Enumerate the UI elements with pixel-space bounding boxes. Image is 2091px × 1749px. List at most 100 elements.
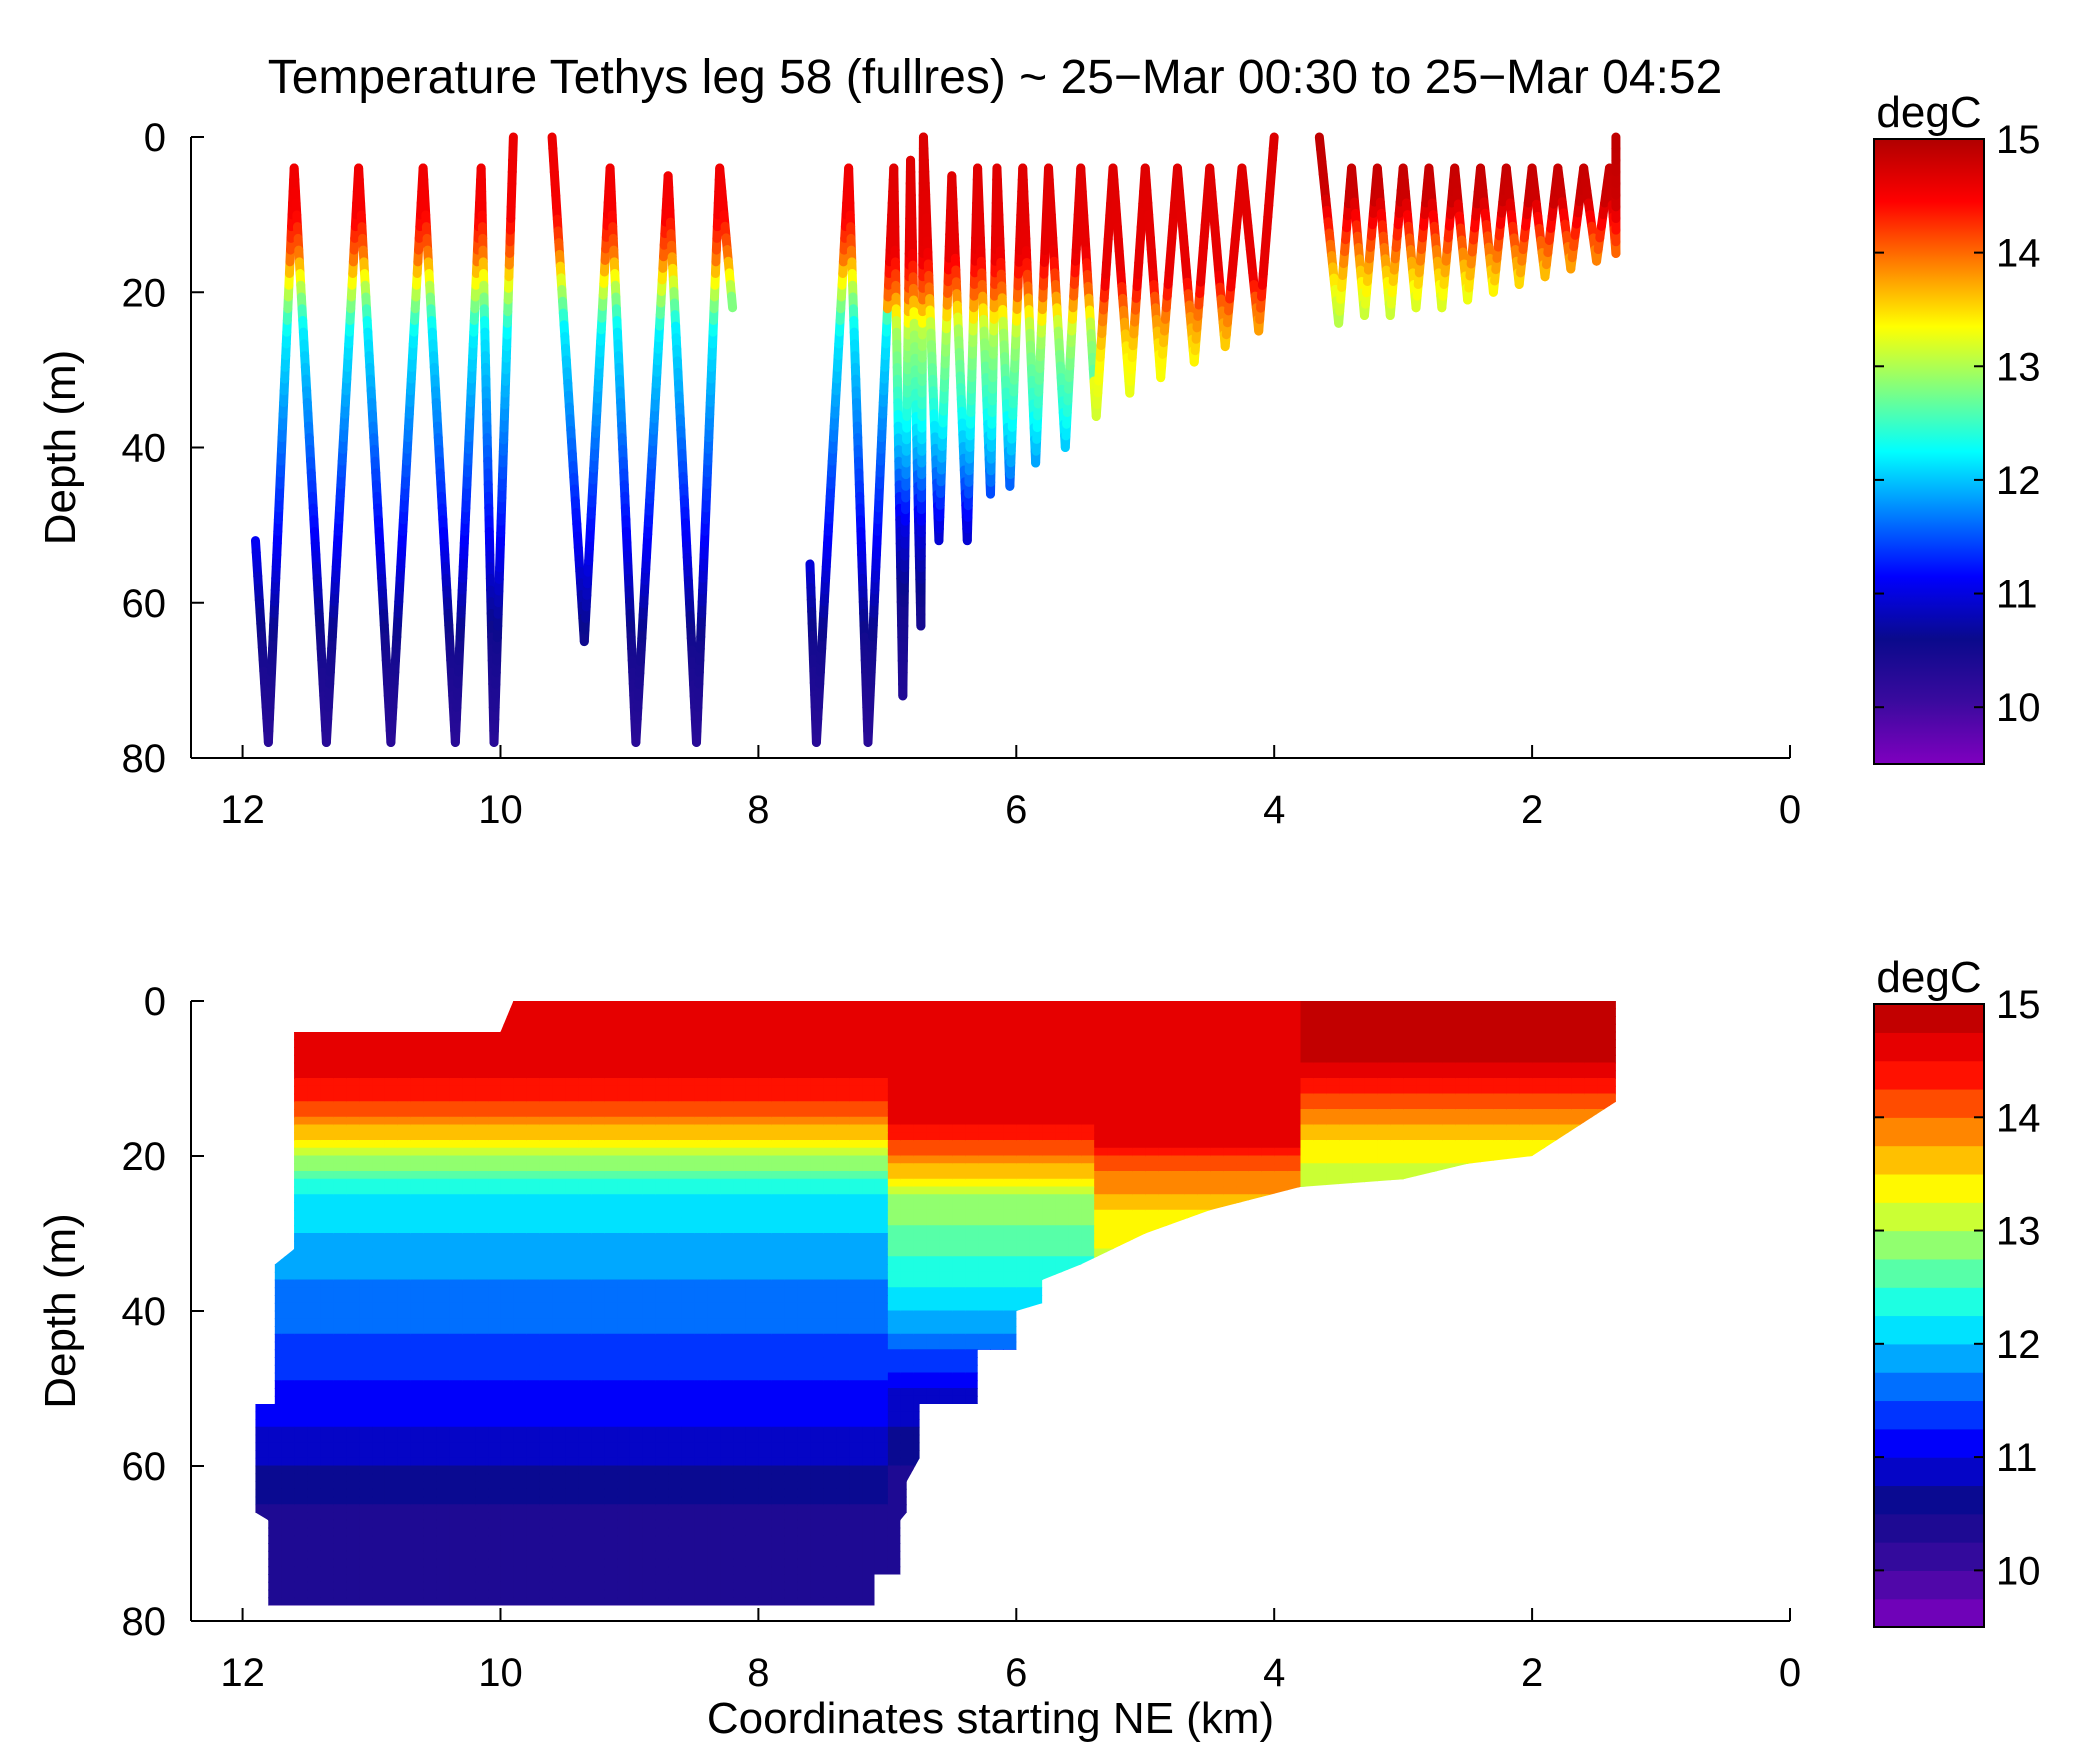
contour-cell bbox=[1338, 1124, 1353, 1134]
contour-cell bbox=[1363, 1209, 1378, 1219]
contour-cell bbox=[1596, 1589, 1610, 1599]
contour-cell bbox=[1428, 1039, 1443, 1048]
contour-cell bbox=[1505, 1310, 1520, 1320]
contour-cell bbox=[1661, 1373, 1675, 1382]
contour-cell bbox=[1622, 1024, 1636, 1033]
contour-cell bbox=[1725, 1373, 1739, 1382]
contour-cell bbox=[1467, 1411, 1482, 1420]
contour-cell bbox=[1583, 1054, 1598, 1064]
contour-cell bbox=[1661, 1132, 1675, 1141]
contour-cell bbox=[1531, 1116, 1546, 1126]
contour-cell bbox=[1686, 1357, 1700, 1366]
contour-cell bbox=[1661, 1256, 1675, 1265]
contour-cell bbox=[1505, 1465, 1520, 1475]
contour-cell bbox=[1505, 1605, 1520, 1606]
contour-cell bbox=[1389, 1597, 1404, 1606]
contour-cell bbox=[1402, 1543, 1417, 1552]
contour-cell bbox=[1777, 1024, 1791, 1033]
contour-cell bbox=[1686, 1039, 1700, 1048]
contour-cell bbox=[1570, 1535, 1585, 1544]
contour-cell bbox=[1402, 1202, 1417, 1211]
contour-cell bbox=[1777, 1086, 1791, 1095]
contour-cell bbox=[1454, 1186, 1469, 1196]
contour-cell bbox=[1751, 1047, 1765, 1056]
contour-cell bbox=[1467, 1225, 1482, 1234]
contour-cell bbox=[1635, 1233, 1649, 1242]
contour-cell bbox=[1454, 1473, 1469, 1482]
contour-cell bbox=[1699, 1163, 1713, 1172]
contour-cell bbox=[1505, 1318, 1520, 1327]
contour-cell bbox=[1480, 1403, 1494, 1413]
contour-cell bbox=[1699, 1264, 1713, 1273]
contour-cell bbox=[1480, 1171, 1494, 1180]
contour-cell bbox=[1492, 1388, 1507, 1397]
contour-cell bbox=[1686, 1202, 1700, 1211]
contour-cell bbox=[1441, 1271, 1456, 1281]
contour-cell bbox=[1312, 1194, 1327, 1203]
contour-cell bbox=[1531, 1419, 1546, 1428]
contour-cell bbox=[1363, 1488, 1378, 1498]
contour-cell bbox=[1325, 1140, 1340, 1149]
contour-cell bbox=[1518, 1264, 1533, 1273]
contour-cell bbox=[1467, 1062, 1482, 1072]
contour-cell bbox=[1480, 1535, 1494, 1544]
contour-cell bbox=[1454, 1202, 1469, 1211]
contour-cell bbox=[1596, 1186, 1610, 1196]
contour-cell bbox=[1648, 1225, 1662, 1234]
contour-cell bbox=[1454, 1380, 1469, 1389]
contour-cell bbox=[1764, 1241, 1778, 1250]
contour-cell bbox=[1312, 1008, 1327, 1017]
contour-cell bbox=[1441, 1202, 1456, 1211]
contour-cell bbox=[1492, 1178, 1507, 1188]
contour-cell bbox=[1764, 1373, 1778, 1382]
contour-cell bbox=[1608, 1155, 1616, 1165]
contour-cell bbox=[1751, 1357, 1765, 1366]
contour-cell bbox=[1299, 1465, 1314, 1475]
contour-cell bbox=[1777, 1163, 1791, 1172]
contour-cell bbox=[1441, 1566, 1456, 1575]
contour-cell bbox=[1376, 1070, 1391, 1079]
contour-cell bbox=[1544, 1070, 1559, 1079]
contour-cell bbox=[1363, 1372, 1378, 1382]
contour-cell bbox=[1518, 1287, 1533, 1296]
contour-cell bbox=[1428, 1527, 1443, 1537]
contour-cell bbox=[1441, 1442, 1456, 1451]
contour-cell bbox=[1544, 1442, 1559, 1451]
contour-cell bbox=[1661, 1605, 1675, 1614]
contour-cell bbox=[1725, 1303, 1739, 1312]
contour-cell bbox=[1518, 1240, 1533, 1250]
contour-cell bbox=[1376, 1574, 1391, 1583]
contour-cell bbox=[1325, 1225, 1340, 1234]
contour-cell bbox=[1518, 1419, 1533, 1428]
contour-cell bbox=[1673, 1528, 1687, 1537]
contour-cell bbox=[1725, 1008, 1739, 1017]
contour-cell bbox=[1777, 1597, 1791, 1606]
contour-cell bbox=[1712, 1365, 1726, 1374]
contour-cell bbox=[1738, 1287, 1752, 1296]
contour-cell bbox=[1480, 1457, 1494, 1467]
contour-cell bbox=[1648, 1373, 1662, 1382]
contour-cell bbox=[1764, 1342, 1778, 1351]
contour-cell bbox=[1544, 1001, 1559, 1010]
contour-cell bbox=[1583, 1155, 1598, 1165]
contour-cell bbox=[1312, 1217, 1327, 1227]
contour-cell bbox=[1312, 1426, 1327, 1436]
contour-cell bbox=[1725, 1435, 1739, 1444]
contour-cell bbox=[1622, 1163, 1636, 1172]
contour-cell bbox=[1415, 1101, 1430, 1110]
contour-cell bbox=[1428, 1109, 1443, 1118]
contour-cell bbox=[1635, 1039, 1649, 1048]
contour-cell bbox=[1699, 1001, 1713, 1010]
contour-cell bbox=[1363, 1085, 1378, 1095]
contour-cell bbox=[1531, 1186, 1546, 1196]
contour-cell bbox=[1583, 1209, 1598, 1219]
contour-cell bbox=[1363, 1357, 1378, 1366]
contour-cell bbox=[1325, 1318, 1340, 1327]
contour-cell bbox=[1480, 1326, 1494, 1335]
contour-cell bbox=[1376, 1171, 1391, 1180]
contour-cell bbox=[1699, 1473, 1713, 1482]
contour-cell bbox=[1673, 1024, 1687, 1033]
contour-cell bbox=[1648, 1388, 1662, 1397]
contour-cell bbox=[1531, 1496, 1546, 1506]
contour-cell bbox=[1635, 1016, 1649, 1025]
